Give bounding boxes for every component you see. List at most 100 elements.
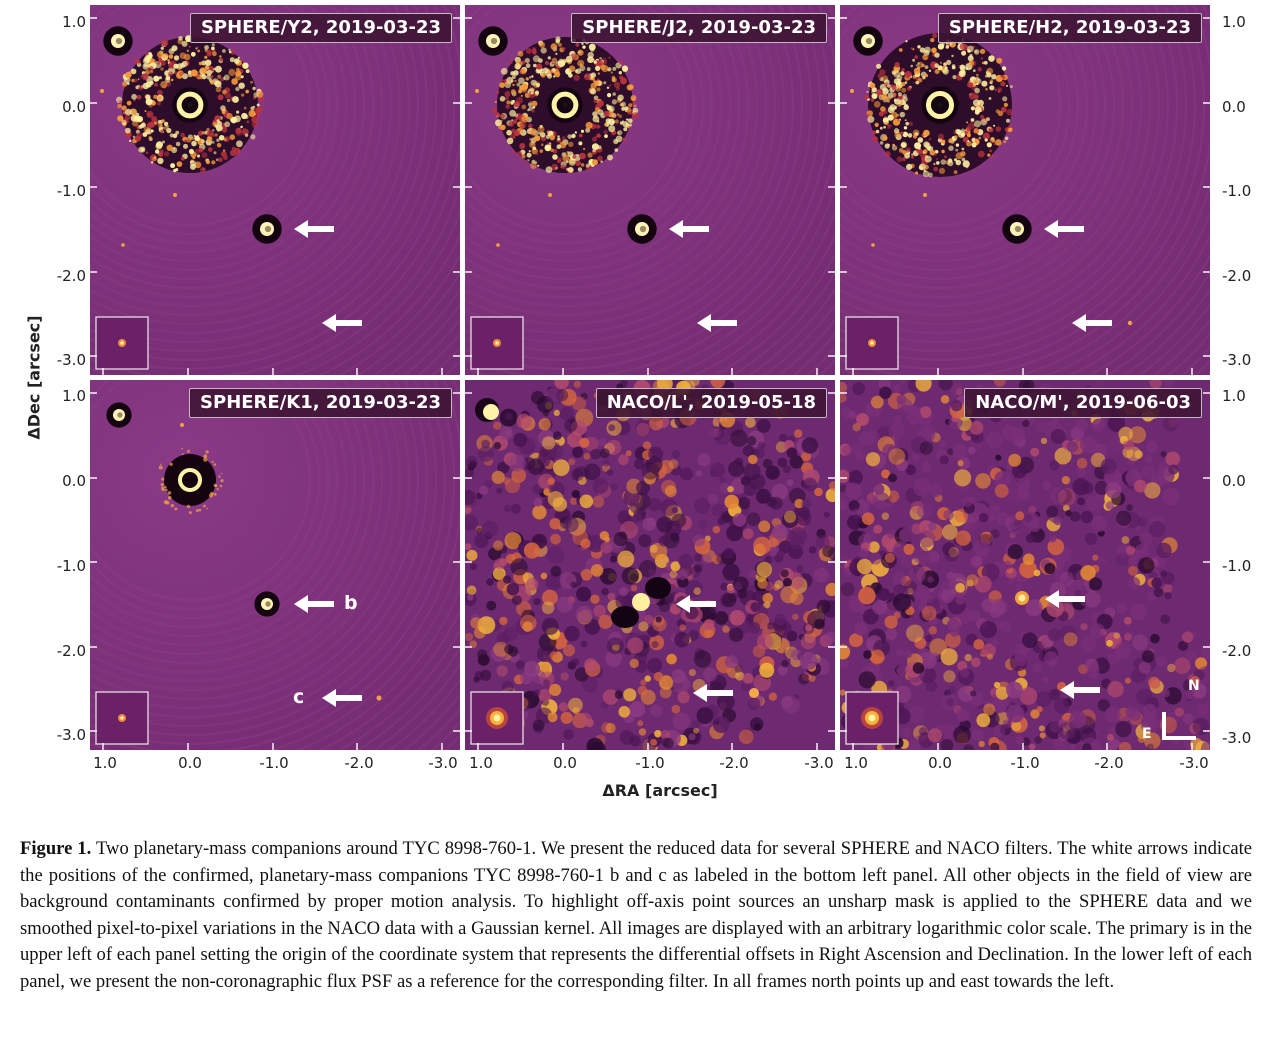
- speckle: [1000, 81, 1006, 87]
- noise-blob: [941, 589, 955, 603]
- speckle: [579, 63, 583, 66]
- noise-blob: [513, 432, 528, 447]
- speckle: [997, 110, 1004, 117]
- companion-c-arrow: [322, 314, 362, 332]
- speckle: [597, 125, 601, 129]
- noise-blob: [607, 592, 616, 601]
- noise-blob: [542, 436, 556, 450]
- noise-blob: [768, 692, 778, 701]
- noise-blob: [732, 513, 747, 527]
- speckle: [223, 74, 230, 81]
- background-star-core: [117, 412, 123, 418]
- companion-b-arrow: [676, 595, 716, 613]
- caption-text: Two planetary-mass companions around TYC…: [20, 838, 1252, 992]
- speckle-ring: [465, 5, 822, 362]
- noise-blob: [1162, 487, 1180, 506]
- noise-blob: [473, 676, 480, 683]
- speckle: [199, 76, 203, 80]
- noise-blob: [1030, 709, 1040, 719]
- speckle: [168, 54, 174, 59]
- speckle: [967, 127, 971, 132]
- speckle: [147, 112, 151, 117]
- speckle-ring: [90, 380, 348, 638]
- speckle: [583, 73, 591, 81]
- speckle: [245, 63, 249, 67]
- noise-blob: [1139, 532, 1153, 545]
- noise-blob: [777, 457, 788, 468]
- noise-blob: [1201, 644, 1210, 661]
- noise-blob: [1141, 713, 1158, 730]
- noise-blob: [939, 455, 950, 465]
- speckle: [211, 46, 215, 51]
- noise-blob: [1165, 451, 1181, 467]
- noise-blob: [1144, 454, 1153, 463]
- companion-b-label: b: [344, 592, 358, 614]
- noise-blob: [559, 406, 574, 421]
- noise-blob: [634, 458, 645, 470]
- noise-blob: [879, 386, 892, 399]
- noise-blob: [467, 594, 474, 601]
- noise-blob: [580, 569, 593, 581]
- noise-blob: [925, 594, 935, 604]
- speckle: [155, 142, 163, 150]
- noise-blob: [493, 421, 502, 430]
- primary-ring: [178, 468, 202, 492]
- speckle: [181, 453, 184, 456]
- noise-blob: [693, 564, 703, 573]
- speckle-ring: [90, 5, 438, 353]
- speckle: [980, 114, 985, 119]
- noise-blob: [510, 503, 521, 514]
- panel-ticks: [90, 392, 460, 750]
- noise-blob: [724, 655, 738, 669]
- noise-blob: [617, 550, 635, 568]
- speckle: [961, 147, 965, 151]
- speckle: [622, 121, 629, 128]
- speckle-ring: [90, 380, 312, 602]
- psf-peak: [120, 341, 124, 345]
- noise-blob: [1058, 722, 1077, 740]
- y-tick-label: -3.0: [56, 726, 86, 744]
- speckle: [550, 43, 558, 50]
- noise-blob: [466, 549, 478, 561]
- speckle: [183, 143, 188, 149]
- noise-blob: [516, 413, 532, 429]
- speckle: [244, 133, 249, 137]
- noise-blob: [668, 459, 679, 469]
- speckle: [229, 149, 237, 157]
- speckle: [575, 160, 581, 167]
- speckle: [237, 56, 240, 60]
- noise-blob: [928, 626, 937, 635]
- noise-blob: [636, 422, 650, 436]
- noise-blob: [659, 686, 672, 699]
- speckle: [935, 150, 939, 154]
- noise-blob: [588, 741, 606, 750]
- speckle: [611, 113, 617, 118]
- noise-blob: [542, 409, 550, 417]
- speckle: [539, 149, 544, 153]
- speckle: [571, 133, 576, 139]
- noise-blob: [942, 524, 958, 540]
- noise-blob: [1046, 599, 1064, 618]
- noise-blob: [1149, 520, 1166, 538]
- speckle: [948, 145, 954, 151]
- noise-blob: [1151, 577, 1163, 589]
- noise-blob: [553, 459, 570, 476]
- noise-blob: [720, 582, 729, 591]
- speckle: [550, 148, 554, 153]
- speckle: [922, 54, 929, 61]
- noise-blob: [719, 476, 727, 484]
- speckle: [221, 126, 228, 133]
- speckle: [924, 73, 928, 78]
- speckle: [117, 103, 122, 109]
- speckle: [901, 87, 907, 93]
- speckle: [224, 92, 231, 99]
- noise-blob: [805, 624, 813, 632]
- y-tick-label-right: -2.0: [1222, 267, 1252, 285]
- noise-blob: [1127, 576, 1141, 590]
- speckle: [914, 81, 917, 84]
- residual-dark: [611, 606, 639, 628]
- speckle: [223, 114, 226, 117]
- noise-blob: [840, 499, 849, 511]
- noise-blob: [1015, 582, 1024, 591]
- noise-blob: [735, 671, 745, 681]
